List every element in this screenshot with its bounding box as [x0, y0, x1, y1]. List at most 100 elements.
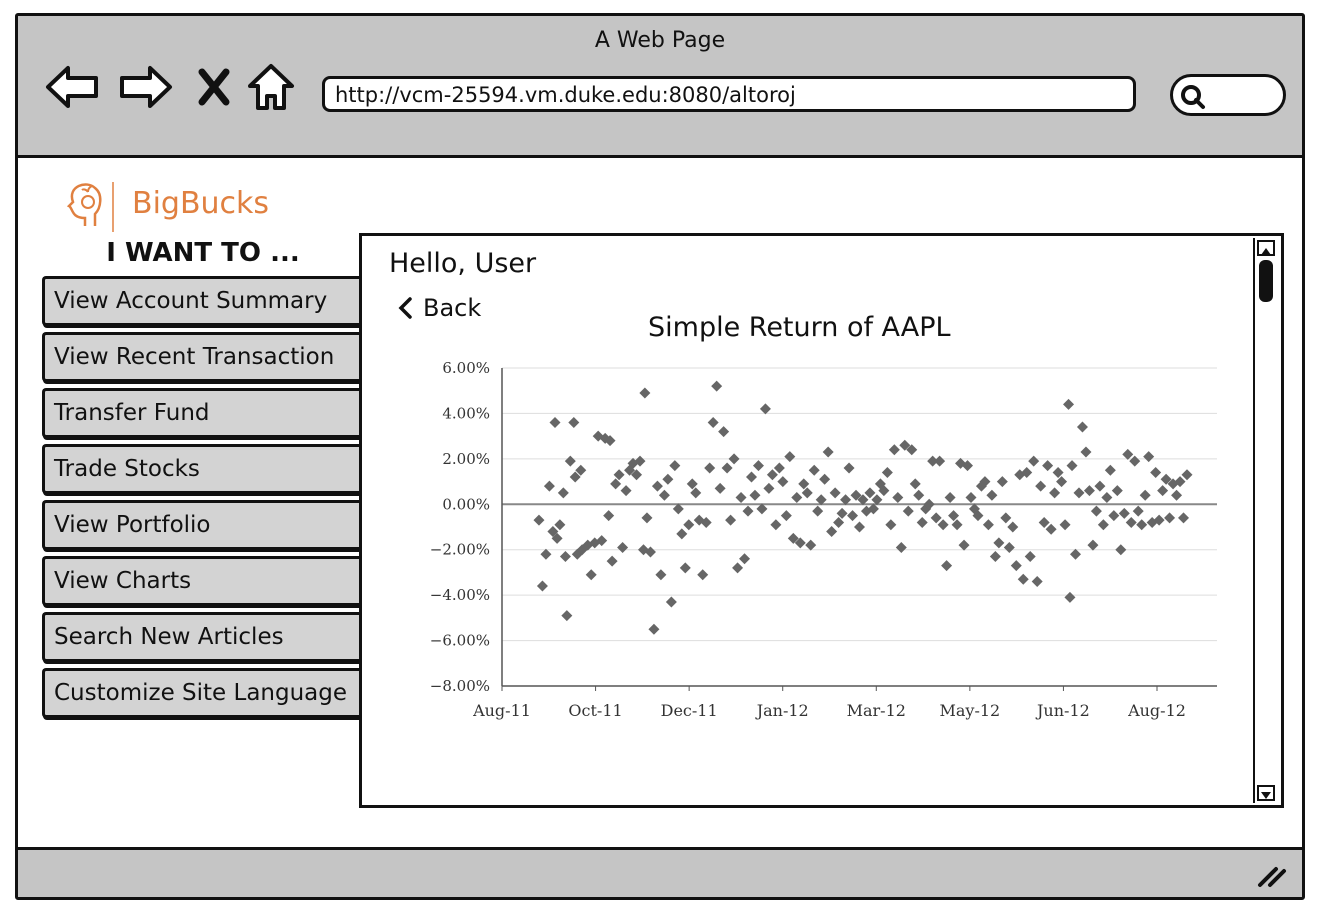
search-input[interactable] — [1170, 74, 1286, 116]
data-point — [1017, 573, 1029, 585]
data-point — [1132, 505, 1144, 517]
data-point — [1066, 460, 1078, 472]
data-point — [679, 562, 691, 574]
data-point — [1090, 505, 1102, 517]
data-point — [874, 478, 886, 490]
y-tick-label: −8.00% — [430, 677, 490, 695]
data-point — [1129, 455, 1141, 467]
back-label: Back — [423, 294, 482, 322]
data-point — [742, 505, 754, 517]
resize-grip-icon[interactable] — [1254, 865, 1288, 889]
data-point — [1064, 591, 1076, 603]
data-point — [888, 444, 900, 456]
data-point — [568, 417, 580, 429]
data-point — [847, 510, 859, 522]
data-point — [989, 551, 1001, 563]
data-point — [752, 460, 764, 472]
data-point — [1080, 446, 1092, 458]
x-tick-label: Jan-12 — [755, 701, 809, 720]
data-point — [826, 526, 838, 538]
back-arrow-icon[interactable] — [44, 62, 100, 112]
scroll-up-arrow-icon[interactable] — [1257, 240, 1275, 256]
home-icon[interactable] — [246, 62, 296, 112]
url-input[interactable]: http://vcm-25594.vm.duke.edu:8080/altoro… — [322, 76, 1136, 112]
data-point — [996, 476, 1008, 488]
data-point — [965, 491, 977, 503]
data-point — [536, 580, 548, 592]
chevron-left-icon — [398, 297, 412, 319]
y-tick-label: −4.00% — [430, 586, 490, 604]
menu-item-view-account-summary[interactable]: View Account Summary — [42, 276, 360, 326]
menu-item-view-charts[interactable]: View Charts — [42, 556, 360, 606]
menu-item-customize-site-language[interactable]: Customize Site Language — [42, 668, 360, 718]
stop-icon[interactable] — [194, 62, 234, 112]
menu-item-search-new-articles[interactable]: Search New Articles — [42, 612, 360, 662]
data-point — [1049, 487, 1061, 499]
scroll-down-arrow-icon[interactable] — [1257, 785, 1275, 801]
vertical-scrollbar[interactable] — [1253, 238, 1279, 803]
data-point — [1038, 516, 1050, 528]
scroll-thumb[interactable] — [1259, 260, 1273, 302]
data-point — [822, 446, 834, 458]
data-point — [1108, 510, 1120, 522]
data-point — [700, 516, 712, 528]
x-tick-label: Aug-12 — [1127, 701, 1186, 720]
data-point — [892, 491, 904, 503]
data-point — [1115, 544, 1127, 556]
data-point — [895, 541, 907, 553]
data-point — [808, 464, 820, 476]
data-point — [559, 551, 571, 563]
data-point — [927, 455, 939, 467]
data-point — [533, 514, 545, 526]
data-point — [617, 541, 629, 553]
data-point — [697, 569, 709, 581]
menu-item-view-recent-transaction[interactable]: View Recent Transaction — [42, 332, 360, 382]
data-point — [739, 553, 751, 565]
sidebar-heading: I WANT TO ... — [106, 238, 300, 268]
data-point — [1063, 398, 1075, 410]
forward-arrow-icon[interactable] — [118, 62, 174, 112]
data-point — [916, 516, 928, 528]
data-point — [704, 462, 716, 474]
data-point — [777, 476, 789, 488]
window-title: A Web Page — [594, 28, 726, 53]
browser-chrome: A Web Page http://vcm-25594.vm.duke.edu:… — [18, 16, 1302, 158]
data-point — [791, 491, 803, 503]
data-point — [1125, 516, 1137, 528]
data-point — [836, 507, 848, 519]
menu-item-transfer-fund[interactable]: Transfer Fund — [42, 388, 360, 438]
data-point — [634, 455, 646, 467]
y-tick-label: −2.00% — [430, 541, 490, 559]
data-point — [840, 494, 852, 506]
data-point — [1073, 487, 1085, 499]
data-point — [819, 473, 831, 485]
data-point — [787, 532, 799, 544]
data-point — [1122, 448, 1134, 460]
data-point — [631, 469, 643, 481]
data-point — [551, 532, 563, 544]
data-point — [930, 512, 942, 524]
data-point — [585, 569, 597, 581]
data-point — [941, 560, 953, 572]
data-point — [878, 485, 890, 497]
data-point — [1171, 489, 1183, 501]
data-point — [854, 521, 865, 533]
data-point — [655, 569, 667, 581]
data-point — [934, 455, 946, 467]
data-point — [1136, 519, 1148, 531]
data-point — [721, 462, 733, 474]
data-point — [944, 491, 956, 503]
data-point — [658, 489, 670, 501]
data-point — [676, 528, 688, 540]
data-point — [948, 510, 960, 522]
data-point — [669, 460, 681, 472]
menu-item-view-portfolio[interactable]: View Portfolio — [42, 500, 360, 550]
data-point — [1174, 476, 1186, 488]
back-link[interactable]: Back — [397, 294, 481, 322]
data-point — [864, 487, 876, 499]
menu-item-trade-stocks[interactable]: Trade Stocks — [42, 444, 360, 494]
data-point — [1021, 466, 1033, 478]
data-point — [1111, 485, 1123, 497]
data-point — [982, 519, 994, 531]
data-point — [610, 478, 622, 490]
